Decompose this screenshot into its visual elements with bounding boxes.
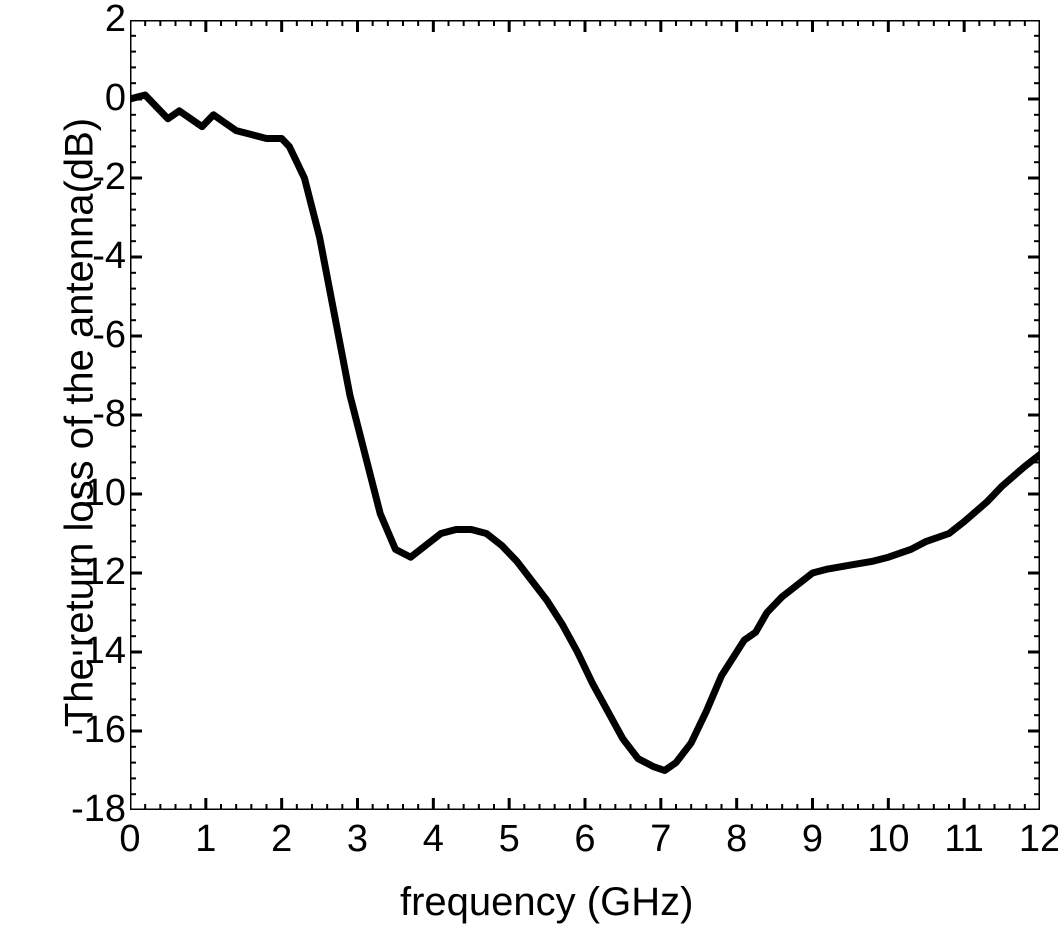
x-tick-label: 10 [861,818,915,861]
y-tick-label: -6 [92,314,126,357]
y-tick-label: -12 [71,551,126,594]
y-tick-label: -10 [71,472,126,515]
x-tick-label: 11 [937,818,991,861]
y-tick-label: -14 [71,630,126,673]
x-tick-label: 5 [493,818,525,861]
y-tick-label: 0 [105,77,126,120]
x-tick-label: 4 [417,818,449,861]
x-tick-label: 9 [797,818,829,861]
y-tick-label: 2 [105,0,126,41]
x-tick-label: 0 [114,818,146,861]
plot-area [130,20,1040,810]
x-tick-label: 8 [721,818,753,861]
x-axis-label: frequency (GHz) [400,880,693,925]
x-tick-label: 3 [342,818,374,861]
y-tick-label: -2 [92,156,126,199]
y-tick-label: -8 [92,393,126,436]
x-tick-label: 2 [266,818,298,861]
x-tick-label: 7 [645,818,677,861]
x-tick-label: 6 [569,818,601,861]
x-tick-label: 1 [190,818,222,861]
y-tick-label: -16 [71,709,126,752]
y-tick-label: -4 [92,235,126,278]
x-tick-label: 12 [1013,818,1058,861]
chart-container: The return loss of the antenna(dB) frequ… [0,0,1058,946]
